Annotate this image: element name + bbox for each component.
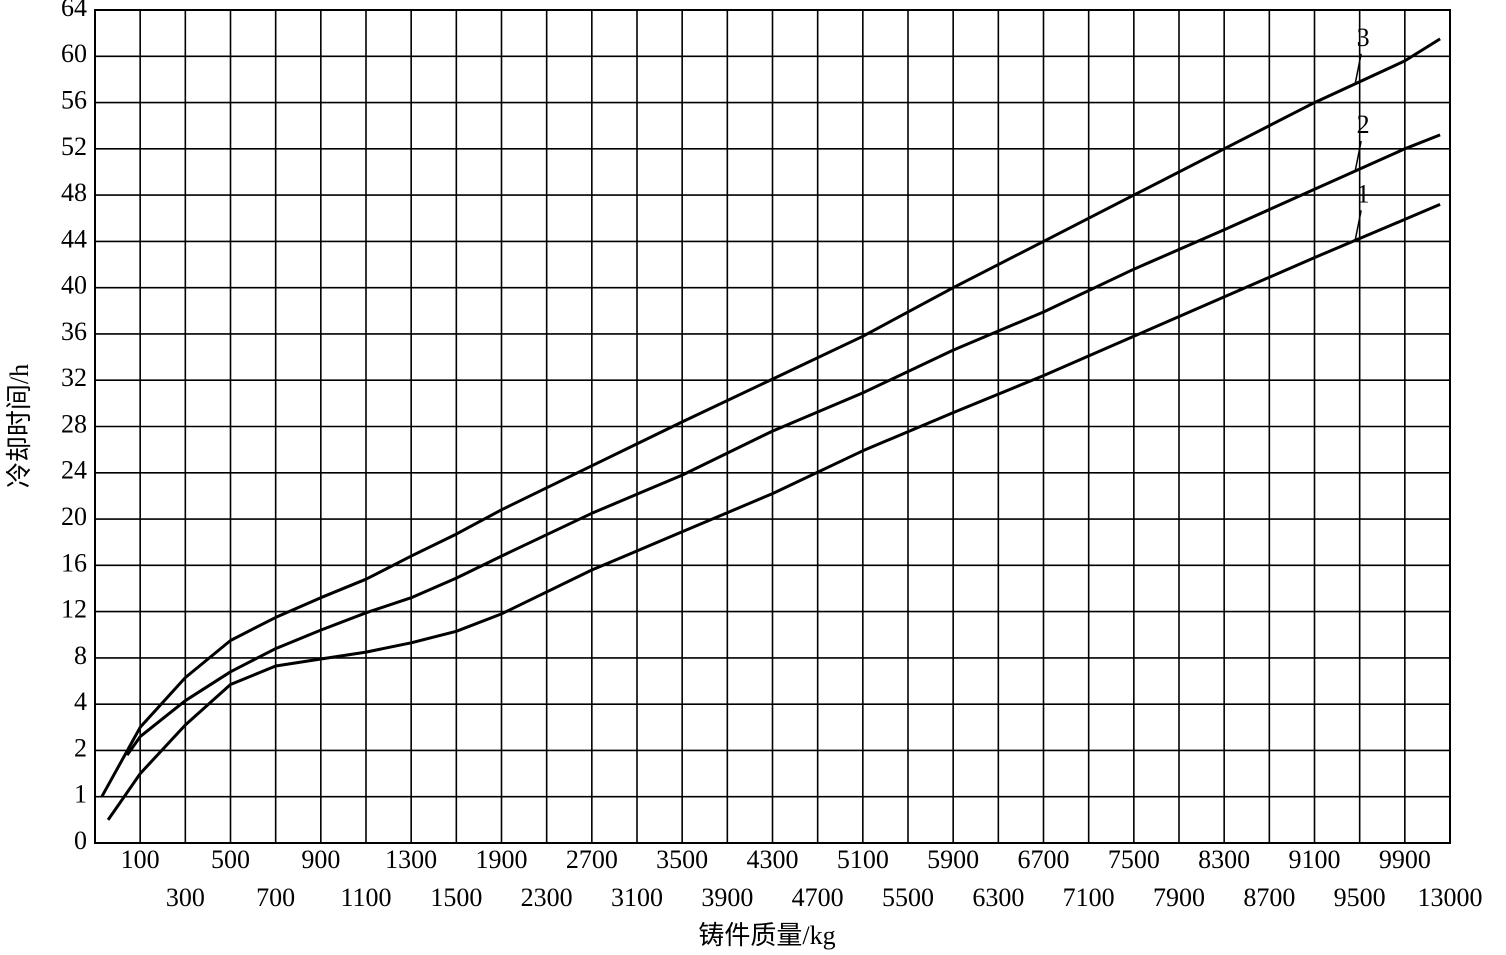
y-tick-label: 48 (61, 178, 87, 207)
x-tick-label: 3500 (656, 845, 708, 874)
x-tick-label: 700 (256, 883, 295, 912)
y-tick-label: 2 (74, 733, 87, 762)
y-tick-label: 0 (74, 826, 87, 855)
y-tick-label: 4 (74, 687, 87, 716)
y-tick-label: 20 (61, 502, 87, 531)
x-tick-label: 9500 (1334, 883, 1386, 912)
x-tick-label: 900 (301, 845, 340, 874)
x-tick-label: 5100 (837, 845, 889, 874)
x-tick-label: 8300 (1198, 845, 1250, 874)
x-tick-label: 2300 (521, 883, 573, 912)
y-tick-label: 32 (61, 363, 87, 392)
y-tick-label: 40 (61, 271, 87, 300)
leader-line (1354, 140, 1362, 172)
x-tick-label: 8700 (1243, 883, 1295, 912)
y-tick-label: 1 (74, 780, 87, 809)
x-tick-label: 100 (121, 845, 160, 874)
y-axis-label: 冷却时间/h (5, 364, 34, 488)
y-tick-label: 28 (61, 409, 87, 438)
leader-line (1354, 53, 1362, 84)
x-tick-label: 6300 (972, 883, 1024, 912)
y-tick-label: 36 (61, 317, 87, 346)
line-series (125, 133, 1441, 756)
x-tick-label: 9100 (1289, 845, 1341, 874)
x-tick-label: 1500 (430, 883, 482, 912)
x-tick-label: 3900 (701, 883, 753, 912)
y-tick-label: 8 (74, 641, 87, 670)
series-label: 2 (1357, 110, 1370, 139)
x-tick-label: 7900 (1153, 883, 1205, 912)
y-tick-label: 64 (61, 0, 87, 22)
series-label: 1 (1357, 179, 1370, 208)
x-tick-label: 4700 (792, 883, 844, 912)
leader-line (1354, 210, 1362, 241)
y-tick-label: 12 (61, 595, 87, 624)
x-tick-label: 6700 (1018, 845, 1070, 874)
x-tick-label: 9900 (1379, 845, 1431, 874)
x-tick-label: 7500 (1108, 845, 1160, 874)
x-tick-label: 13000 (1418, 883, 1483, 912)
y-tick-label: 16 (61, 548, 87, 577)
x-tick-label: 5500 (882, 883, 934, 912)
x-tick-label: 4300 (747, 845, 799, 874)
line-series (106, 203, 1441, 821)
x-axis-label: 铸件质量/kg (698, 921, 835, 950)
y-tick-label: 60 (61, 39, 87, 68)
series-label: 3 (1357, 23, 1370, 52)
x-tick-label: 500 (211, 845, 250, 874)
x-tick-label: 5900 (927, 845, 979, 874)
line-series (100, 37, 1441, 798)
x-tick-label: 3100 (611, 883, 663, 912)
y-tick-label: 44 (61, 224, 87, 253)
y-tick-label: 24 (61, 456, 87, 485)
y-tick-label: 56 (61, 86, 87, 115)
x-tick-label: 2700 (566, 845, 618, 874)
x-tick-label: 1300 (385, 845, 437, 874)
x-tick-label: 1900 (476, 845, 528, 874)
x-tick-label: 300 (166, 883, 205, 912)
y-tick-label: 52 (61, 132, 87, 161)
x-tick-label: 1100 (340, 883, 391, 912)
x-tick-label: 7100 (1063, 883, 1115, 912)
